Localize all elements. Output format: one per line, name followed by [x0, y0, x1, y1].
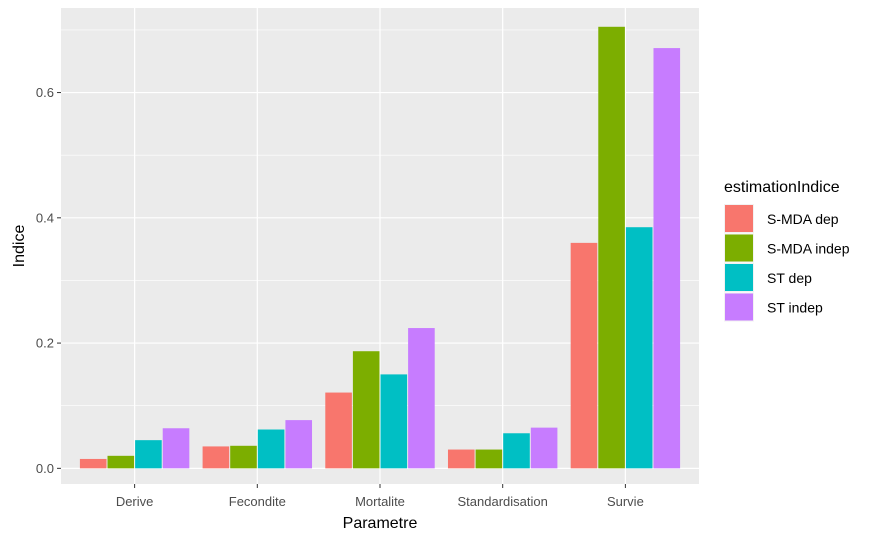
bar-survie-st-dep: [625, 227, 653, 469]
bar-fecondite-s-mda-indep: [230, 445, 257, 469]
bar-survie-st-indep: [653, 48, 681, 469]
x-tick-label: Survie: [607, 494, 644, 509]
bar-fecondite-st-dep: [257, 429, 285, 469]
y-axis-ticks: 0.0 0.2 0.4 0.6: [36, 85, 61, 476]
bar-mortalite-st-dep: [380, 374, 408, 469]
major-gridlines: [61, 8, 699, 484]
y-tick-label: 0.4: [36, 210, 54, 225]
bar-derive-s-mda-dep: [79, 458, 107, 469]
x-tick-label: Fecondite: [229, 494, 286, 509]
legend-title: estimationIndice: [724, 179, 840, 196]
bar-survie-s-mda-indep: [598, 26, 625, 469]
bar-standardisation-s-mda-indep: [475, 449, 503, 469]
y-tick-label: 0.6: [36, 85, 54, 100]
x-tick-label: Standardisation: [458, 494, 548, 509]
x-tick-label: Mortalite: [355, 494, 405, 509]
bar-standardisation-s-mda-dep: [447, 449, 475, 469]
bar-survie-s-mda-dep: [570, 242, 598, 469]
legend: estimationIndice S-MDA dep S-MDA indep ST …: [724, 179, 850, 322]
y-axis-title: Indice: [11, 225, 28, 268]
legend-swatch: [725, 205, 753, 232]
legend-label: S-MDA indep: [767, 241, 850, 257]
bar-mortalite-s-mda-indep: [352, 351, 380, 469]
bars: [79, 26, 681, 469]
bar-mortalite-st-indep: [408, 328, 435, 469]
x-tick-label: Derive: [116, 494, 154, 509]
x-axis-title: Parametre: [343, 515, 418, 532]
y-tick-label: 0.2: [36, 336, 54, 351]
legend-swatch: [725, 264, 753, 291]
bar-standardisation-st-indep: [530, 427, 558, 469]
bar-fecondite-st-indep: [285, 420, 313, 469]
legend-label: ST dep: [767, 270, 812, 286]
bar-derive-s-mda-indep: [107, 455, 135, 469]
legend-swatch: [725, 293, 753, 321]
bar-fecondite-s-mda-dep: [202, 446, 230, 469]
legend-swatch: [725, 234, 753, 262]
legend-label: ST indep: [767, 300, 823, 316]
y-tick-label: 0.0: [36, 461, 54, 476]
x-axis-ticks: Derive Fecondite Mortalite Standardisation S…: [116, 484, 644, 509]
legend-label: S-MDA dep: [767, 211, 839, 227]
bar-derive-st-indep: [162, 428, 190, 469]
bar-derive-st-dep: [135, 440, 162, 469]
bar-standardisation-st-dep: [503, 433, 530, 469]
bar-mortalite-s-mda-dep: [325, 392, 352, 469]
